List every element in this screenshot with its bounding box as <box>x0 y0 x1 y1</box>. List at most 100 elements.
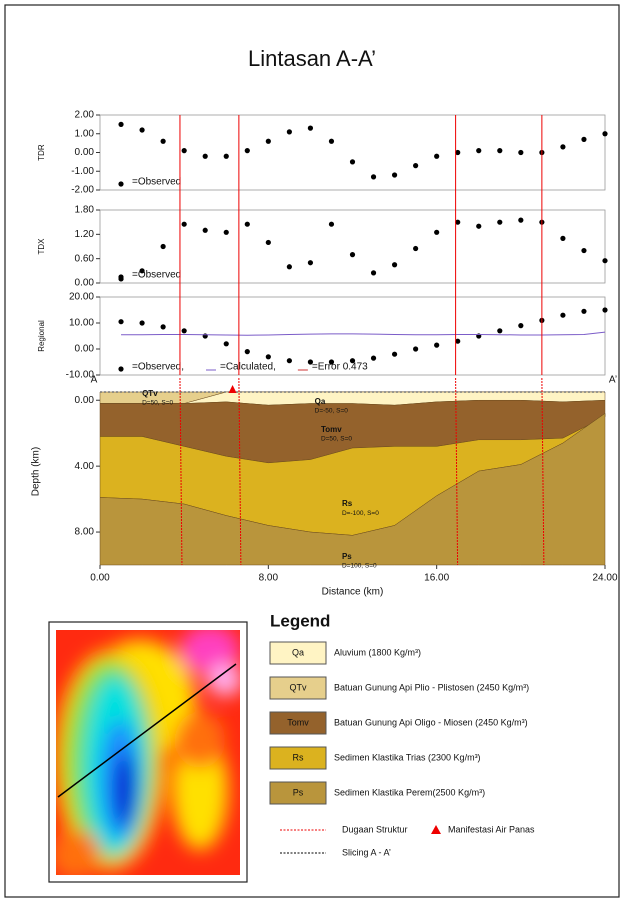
observed-point <box>202 227 208 233</box>
observed-point <box>518 149 524 156</box>
layer-code: Tomv <box>321 425 342 434</box>
layer-code: QTv <box>142 389 158 398</box>
y-tick-label: 2.00 <box>75 110 95 121</box>
structure-line <box>238 377 242 566</box>
observed-point <box>560 235 566 241</box>
observed-point <box>307 359 314 365</box>
error-label: =Error 0.473 <box>312 362 368 373</box>
figure-title: Lintasan A-A’ <box>248 46 376 71</box>
layer-area <box>99 412 606 566</box>
y-tick-label: 0.00 <box>75 147 95 158</box>
observed-point <box>181 148 187 154</box>
legend-structure: Dugaan Struktur <box>342 824 408 834</box>
legend-code: Qa <box>292 647 304 657</box>
observed-point <box>497 328 503 334</box>
legend-swatch <box>269 711 327 735</box>
observed-point <box>349 252 356 258</box>
observed-point <box>476 223 482 229</box>
y-tick-label: -2.00 <box>71 185 94 196</box>
observed-point <box>265 138 271 144</box>
legend-label: =Observed <box>132 270 181 281</box>
section-end: A <box>91 375 98 386</box>
legend-description: Sedimen Klastika Perem(2500 Kg/m³) <box>334 787 485 797</box>
structure-line <box>455 377 459 566</box>
observed-point <box>223 153 229 159</box>
legend-swatch <box>269 746 327 770</box>
observed-point <box>286 264 292 270</box>
legend-code: Rs <box>293 752 304 762</box>
legend-manifestation-marker <box>431 825 441 834</box>
legend-label: =Observed, <box>132 362 184 373</box>
observed-point <box>286 358 292 364</box>
observed-point <box>413 163 419 169</box>
observed-point <box>518 217 524 223</box>
observed-point <box>434 153 440 159</box>
legend-swatch <box>269 641 327 665</box>
legend-title: Legend <box>270 611 330 630</box>
observed-point <box>455 338 461 344</box>
observed-point <box>118 121 124 127</box>
observed-point <box>581 308 587 314</box>
x-tick-label: 16.00 <box>424 573 449 584</box>
layer-params: D=-100, S=0 <box>342 510 379 517</box>
observed-point <box>581 136 587 142</box>
observed-point <box>223 341 229 347</box>
layer-code: Qa <box>315 397 326 406</box>
observed-point <box>349 159 356 165</box>
y-tick-label: 0.00 <box>75 395 95 406</box>
y-tick-label: 0.00 <box>75 278 95 289</box>
layer-code: Rs <box>342 499 353 508</box>
observed-point <box>265 239 271 246</box>
x-tick-label: 24.00 <box>592 573 617 584</box>
layer-params: D=100, S=0 <box>342 562 377 569</box>
map <box>48 621 248 883</box>
observed-point <box>602 307 608 313</box>
y-tick-label: 8.00 <box>75 527 95 538</box>
legend-label: =Observed <box>132 177 181 188</box>
observed-point <box>434 342 440 348</box>
observed-point <box>581 247 587 254</box>
y-tick-label: 1.80 <box>75 205 95 216</box>
observed-point <box>307 260 314 266</box>
observed-point <box>328 359 335 365</box>
observed-point <box>455 149 461 156</box>
observed-point <box>602 131 608 137</box>
observed-point <box>286 129 292 135</box>
observed-point <box>518 323 524 329</box>
y-axis-label: Regional <box>37 320 46 352</box>
observed-point <box>244 148 250 154</box>
x-axis-label: Distance (km) <box>322 587 384 598</box>
observed-point <box>181 221 187 227</box>
layer-code: Ps <box>342 552 352 561</box>
panel-frame <box>99 209 606 284</box>
y-axis-label: TDR <box>37 144 46 161</box>
legend-description: Batuan Gunung Api Oligo - Miosen (2450 K… <box>334 717 528 727</box>
legend-dot <box>118 274 124 280</box>
observed-point <box>328 138 335 144</box>
y-tick-label: 20.00 <box>69 292 94 303</box>
observed-point <box>391 172 398 178</box>
legend-dot <box>118 366 124 372</box>
observed-point <box>160 138 166 144</box>
y-tick-label: 0.00 <box>75 344 95 355</box>
observed-point <box>560 312 566 318</box>
y-tick-label: 4.00 <box>75 461 95 472</box>
observed-point <box>370 355 377 361</box>
observed-point <box>497 219 503 225</box>
observed-point <box>265 354 271 360</box>
legend-description: Aluvium (1800 Kg/m³) <box>334 647 421 657</box>
legend-swatch <box>269 781 327 805</box>
structure-line <box>179 377 183 566</box>
observed-point <box>202 153 208 159</box>
y-axis-label: Depth (km) <box>31 447 42 496</box>
y-tick-label: 0.60 <box>75 253 95 264</box>
observed-point <box>244 349 250 355</box>
section-end: A’ <box>609 375 617 386</box>
observed-point <box>223 229 229 235</box>
observed-point <box>434 229 440 235</box>
observed-point <box>139 127 145 133</box>
observed-point <box>139 320 145 326</box>
observed-point <box>160 243 166 250</box>
